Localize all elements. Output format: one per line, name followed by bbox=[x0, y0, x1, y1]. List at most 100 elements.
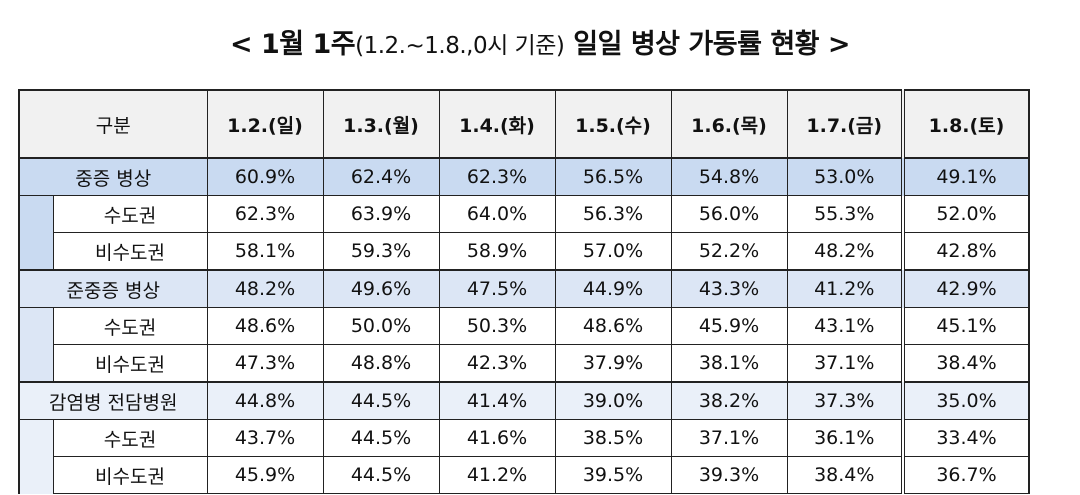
group-label: 감염병 전담병원 bbox=[18, 381, 208, 420]
header-date: 1.2.(일) bbox=[206, 89, 324, 159]
table-cell: 62.3% bbox=[206, 195, 324, 233]
table-cell: 48.6% bbox=[206, 307, 324, 345]
table-row: 비수도권 47.3% 48.8% 42.3% 37.9% 38.1% 37.1% 38.4% bbox=[18, 344, 1030, 383]
table-cell: 48.2% bbox=[786, 232, 904, 271]
header-date: 1.7.(금) bbox=[786, 89, 904, 159]
table-cell: 44.8% bbox=[206, 381, 324, 420]
table-cell: 45.1% bbox=[901, 307, 1030, 345]
table-cell: 59.3% bbox=[322, 232, 440, 271]
indent-cell bbox=[18, 456, 54, 494]
table-cell: 37.1% bbox=[786, 344, 904, 383]
row-label: 비수도권 bbox=[52, 456, 208, 494]
title-suffix: 일일 병상 가동률 현황 > bbox=[564, 29, 851, 60]
table-cell: 41.2% bbox=[438, 456, 556, 494]
table-cell: 57.0% bbox=[554, 232, 672, 271]
table-cell: 36.7% bbox=[901, 456, 1030, 494]
table-cell: 44.5% bbox=[322, 419, 440, 457]
header-date: 1.8.(토) bbox=[901, 89, 1030, 159]
table-cell: 41.2% bbox=[786, 269, 904, 308]
page-title: < 1월 1주(1.2.~1.8.,0시 기준) 일일 병상 가동률 현황 > bbox=[0, 22, 1080, 61]
table-cell: 39.0% bbox=[554, 381, 672, 420]
table-cell: 38.4% bbox=[901, 344, 1030, 383]
table-row: 비수도권 58.1% 59.3% 58.9% 57.0% 52.2% 48.2% 42.8% bbox=[18, 232, 1030, 271]
header-category: 구분 bbox=[18, 89, 208, 159]
table-cell: 44.9% bbox=[554, 269, 672, 308]
table-cell: 41.6% bbox=[438, 419, 556, 457]
group-label: 준중증 병상 bbox=[18, 269, 208, 308]
table-cell: 37.3% bbox=[786, 381, 904, 420]
indent-cell bbox=[18, 344, 54, 382]
table-cell: 56.0% bbox=[670, 195, 788, 233]
row-label: 비수도권 bbox=[52, 232, 208, 271]
table-cell: 45.9% bbox=[670, 307, 788, 345]
header-date: 1.4.(화) bbox=[438, 89, 556, 159]
table-row: 수도권 48.6% 50.0% 50.3% 48.6% 45.9% 43.1% 45.1% bbox=[18, 307, 1030, 345]
table-cell: 49.1% bbox=[901, 157, 1030, 196]
table-cell: 43.1% bbox=[786, 307, 904, 345]
table-cell: 49.6% bbox=[322, 269, 440, 308]
table-cell: 48.6% bbox=[554, 307, 672, 345]
table-cell: 43.7% bbox=[206, 419, 324, 457]
title-date-range: (1.2.~1.8.,0시 기준) bbox=[355, 33, 565, 59]
table-row-group: 중증 병상 60.9% 62.4% 62.3% 56.5% 54.8% 53.0% 49.1% bbox=[18, 157, 1030, 196]
table-cell: 58.9% bbox=[438, 232, 556, 271]
table-cell: 56.5% bbox=[554, 157, 672, 196]
table-cell: 53.0% bbox=[786, 157, 904, 196]
table-cell: 55.3% bbox=[786, 195, 904, 233]
indent-cell bbox=[18, 419, 54, 457]
header-date: 1.3.(월) bbox=[322, 89, 440, 159]
table-cell: 64.0% bbox=[438, 195, 556, 233]
header-date: 1.6.(목) bbox=[670, 89, 788, 159]
table-cell: 45.9% bbox=[206, 456, 324, 494]
indent-cell bbox=[18, 195, 54, 233]
table-cell: 62.4% bbox=[322, 157, 440, 196]
table-cell: 38.5% bbox=[554, 419, 672, 457]
table-row-group: 감염병 전담병원 44.8% 44.5% 41.4% 39.0% 38.2% 37.3% 35… bbox=[18, 381, 1030, 420]
table-cell: 39.3% bbox=[670, 456, 788, 494]
indent-cell bbox=[18, 232, 54, 270]
table-cell: 38.4% bbox=[786, 456, 904, 494]
row-label: 수도권 bbox=[52, 419, 208, 457]
row-label: 수도권 bbox=[52, 307, 208, 345]
row-label: 비수도권 bbox=[52, 344, 208, 383]
table-cell: 48.2% bbox=[206, 269, 324, 308]
table-cell: 54.8% bbox=[670, 157, 788, 196]
table-cell: 43.3% bbox=[670, 269, 788, 308]
table-cell: 47.5% bbox=[438, 269, 556, 308]
table-row-group: 준중증 병상 48.2% 49.6% 47.5% 44.9% 43.3% 41.2% 42.9… bbox=[18, 269, 1030, 308]
table-cell: 33.4% bbox=[901, 419, 1030, 457]
table-cell: 37.1% bbox=[670, 419, 788, 457]
table-cell: 42.3% bbox=[438, 344, 556, 383]
table-cell: 44.5% bbox=[322, 456, 440, 494]
row-label: 수도권 bbox=[52, 195, 208, 233]
table-cell: 41.4% bbox=[438, 381, 556, 420]
header-date: 1.5.(수) bbox=[554, 89, 672, 159]
table-row: 수도권 43.7% 44.5% 41.6% 38.5% 37.1% 36.1% 33.4% bbox=[18, 419, 1030, 457]
table-cell: 52.2% bbox=[670, 232, 788, 271]
table-row: 비수도권 45.9% 44.5% 41.2% 39.5% 39.3% 38.4% 36.7% bbox=[18, 456, 1030, 494]
table-cell: 44.5% bbox=[322, 381, 440, 420]
title-prefix: < 1월 1주 bbox=[229, 29, 356, 60]
bed-occupancy-table: 구분 1.2.(일) 1.3.(월) 1.4.(화) 1.5.(수) 1.6.(… bbox=[18, 89, 1030, 494]
table-cell: 38.2% bbox=[670, 381, 788, 420]
table-cell: 48.8% bbox=[322, 344, 440, 383]
group-label: 중증 병상 bbox=[18, 157, 208, 196]
table-cell: 42.8% bbox=[901, 232, 1030, 271]
table-cell: 60.9% bbox=[206, 157, 324, 196]
indent-cell bbox=[18, 307, 54, 345]
table-cell: 58.1% bbox=[206, 232, 324, 271]
table-cell: 62.3% bbox=[438, 157, 556, 196]
table-row: 수도권 62.3% 63.9% 64.0% 56.3% 56.0% 55.3% 52.0% bbox=[18, 195, 1030, 233]
table-cell: 35.0% bbox=[901, 381, 1030, 420]
table-cell: 47.3% bbox=[206, 344, 324, 383]
table-cell: 36.1% bbox=[786, 419, 904, 457]
table-cell: 52.0% bbox=[901, 195, 1030, 233]
table-cell: 39.5% bbox=[554, 456, 672, 494]
table-cell: 50.0% bbox=[322, 307, 440, 345]
table-cell: 50.3% bbox=[438, 307, 556, 345]
table-cell: 38.1% bbox=[670, 344, 788, 383]
table-cell: 42.9% bbox=[901, 269, 1030, 308]
table-cell: 63.9% bbox=[322, 195, 440, 233]
header-row: 구분 1.2.(일) 1.3.(월) 1.4.(화) 1.5.(수) 1.6.(… bbox=[18, 89, 1030, 159]
table-cell: 56.3% bbox=[554, 195, 672, 233]
